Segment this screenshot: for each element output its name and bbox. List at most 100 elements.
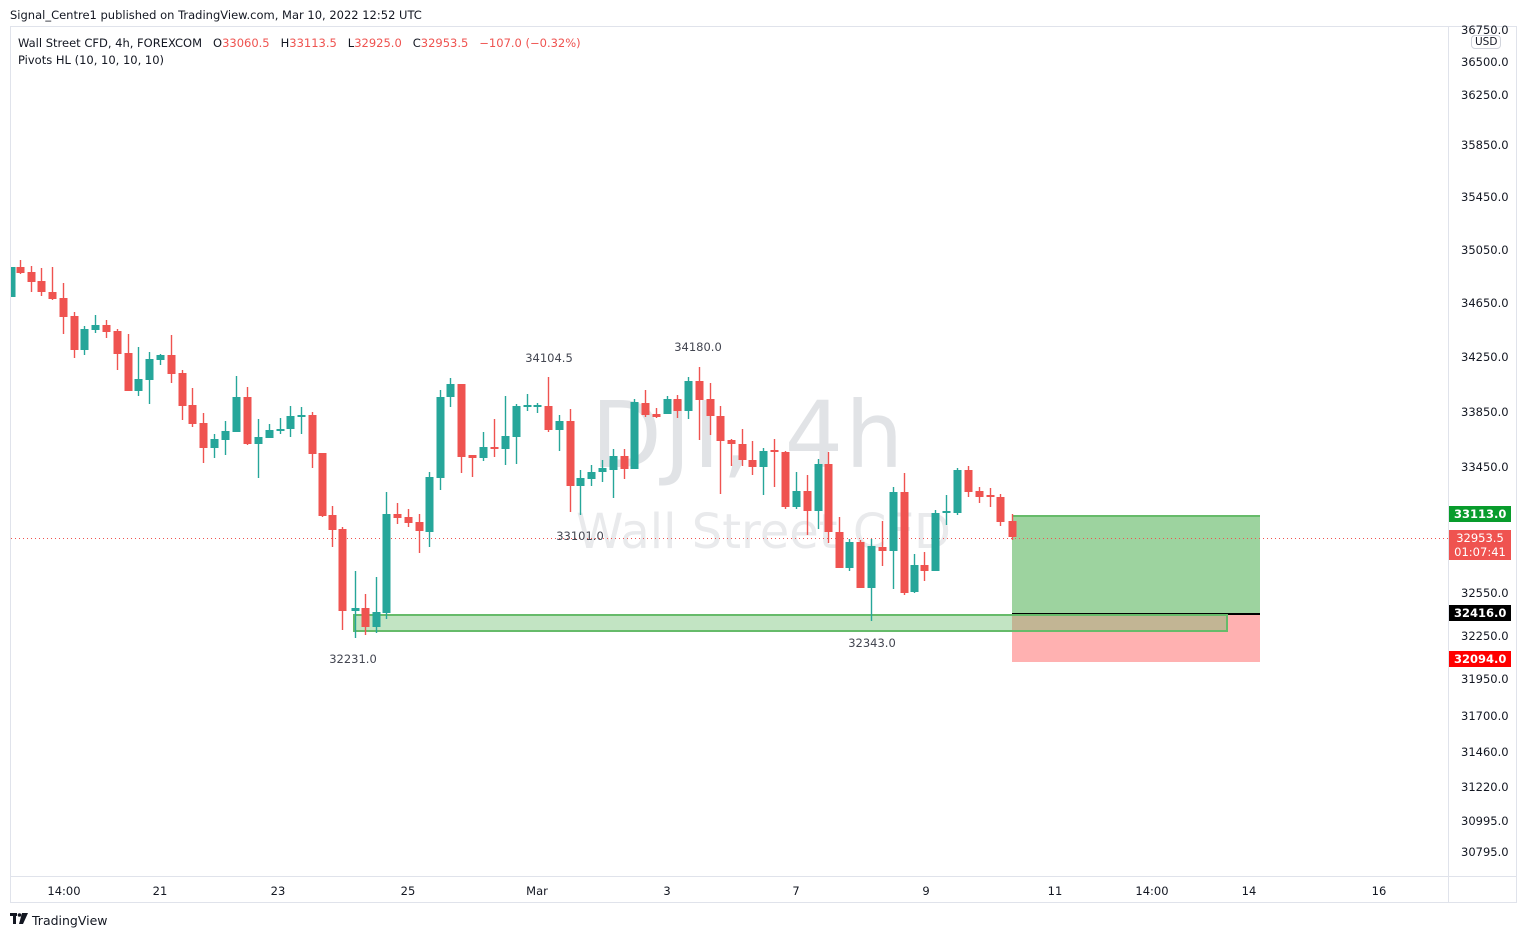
time-tick-label: 21 — [152, 884, 168, 898]
candle — [167, 335, 176, 383]
candle — [501, 396, 510, 465]
price-tick-label: 36750.0 — [1461, 23, 1509, 37]
time-axis[interactable]: 14:00 21 23 25 Mar 3 7 9 11 14:00 14 16 — [11, 876, 1448, 903]
demand-zone-rectangle[interactable] — [353, 614, 1228, 632]
pivot-label: 34104.5 — [525, 351, 573, 365]
candle — [254, 419, 263, 478]
candle — [566, 409, 575, 512]
candle — [748, 441, 757, 475]
candle — [318, 453, 327, 517]
badge-price: 32953.5 — [1456, 531, 1504, 545]
price-tick-label: 31700.0 — [1461, 709, 1509, 723]
candle — [889, 487, 898, 589]
candle — [382, 492, 391, 619]
candle — [436, 390, 445, 490]
candle — [425, 472, 434, 547]
candle — [91, 315, 100, 333]
candle — [48, 267, 57, 300]
candle — [188, 388, 197, 427]
candle — [145, 352, 154, 404]
take-profit-price-badge: 33113.0 — [1449, 506, 1511, 522]
candle — [996, 494, 1005, 526]
description-watermark: Wall Street CFD — [576, 504, 951, 560]
candle — [803, 475, 812, 535]
candlestick-series — [11, 260, 1448, 638]
candle — [695, 367, 704, 440]
legend-main-series[interactable]: Wall Street CFD, 4h, FOREXCOM O33060.5 H… — [18, 35, 581, 52]
candle — [1008, 514, 1017, 540]
candle — [512, 404, 521, 464]
tradingview-logo[interactable]: TradingView — [10, 913, 108, 928]
candle — [102, 320, 111, 338]
currency-label[interactable]: USD — [1471, 35, 1502, 49]
legend-low-label: L — [347, 36, 355, 50]
pivot-label: 33101.0 — [556, 529, 604, 543]
price-tick-label: 35450.0 — [1461, 190, 1509, 204]
candle — [587, 465, 596, 486]
candle — [243, 387, 252, 445]
chart-plot-area[interactable]: DJI, 4h Wall Street CFD 34104.5 34180.0 33… — [11, 27, 1448, 876]
time-tick-label: 14 — [1241, 884, 1257, 898]
candle — [781, 451, 790, 509]
candle — [824, 452, 833, 543]
price-tick-label: 36250.0 — [1461, 88, 1509, 102]
price-axis[interactable]: 36750.0 36500.0 36250.0 35850.0 35450.0 35050… — [1448, 23, 1517, 876]
time-tick-label: 3 — [663, 884, 671, 898]
candle — [156, 354, 165, 365]
candle — [16, 260, 25, 274]
candle — [221, 421, 230, 455]
candle — [533, 403, 542, 413]
candle — [544, 377, 553, 432]
candle — [759, 448, 768, 495]
bar-countdown: 01:07:41 — [1454, 545, 1506, 559]
candle — [920, 552, 929, 581]
candle — [770, 439, 779, 487]
time-tick-label: 11 — [1047, 884, 1063, 898]
candle — [598, 460, 607, 482]
symbol-watermark: DJI, 4h — [591, 382, 906, 489]
candle — [70, 312, 79, 358]
candle — [490, 419, 499, 457]
candle — [630, 399, 639, 469]
candle — [523, 394, 532, 411]
candle — [975, 487, 984, 503]
legend-indicator-pivots[interactable]: Pivots HL (10, 10, 10, 10) — [18, 53, 165, 67]
tradingview-brand: TradingView — [32, 913, 108, 928]
legend-symbol: Wall Street CFD, 4h, FOREXCOM — [18, 36, 203, 50]
candle — [867, 539, 876, 621]
chart-legend: Wall Street CFD, 4h, FOREXCOM O33060.5 H… — [18, 35, 581, 69]
candle — [276, 418, 285, 434]
long-position-profit-zone[interactable] — [1012, 515, 1260, 615]
candle — [124, 334, 133, 391]
candle — [706, 383, 715, 435]
candle — [210, 434, 219, 458]
price-tick-label: 36500.0 — [1461, 55, 1509, 69]
price-tick-label: 32250.0 — [1461, 629, 1509, 643]
candle — [835, 517, 844, 568]
time-tick-label: 23 — [270, 884, 286, 898]
candle — [404, 509, 413, 527]
pivot-label: 34180.0 — [674, 340, 722, 354]
candle — [738, 429, 747, 466]
time-tick-label: 14:00 — [1135, 884, 1169, 898]
candle — [845, 539, 854, 571]
time-tick-label: 9 — [922, 884, 930, 898]
candle — [716, 406, 725, 494]
chart-frame — [10, 26, 1517, 903]
price-tick-label: 35850.0 — [1461, 138, 1509, 152]
candle — [11, 267, 16, 297]
candle — [684, 377, 693, 419]
candle — [673, 395, 682, 418]
price-tick-label: 30795.0 — [1461, 845, 1509, 859]
candle — [931, 510, 940, 571]
price-tick-label: 31950.0 — [1461, 672, 1509, 686]
legend-open-label: O — [213, 36, 223, 50]
time-tick-label: 14:00 — [47, 884, 81, 898]
pivot-label: 32343.0 — [848, 636, 896, 650]
candle — [814, 459, 823, 529]
candle — [727, 439, 736, 466]
price-tick-label: 30995.0 — [1461, 814, 1509, 828]
candle — [361, 594, 370, 635]
candle — [308, 412, 317, 468]
long-position-stop-zone[interactable] — [1012, 613, 1260, 662]
